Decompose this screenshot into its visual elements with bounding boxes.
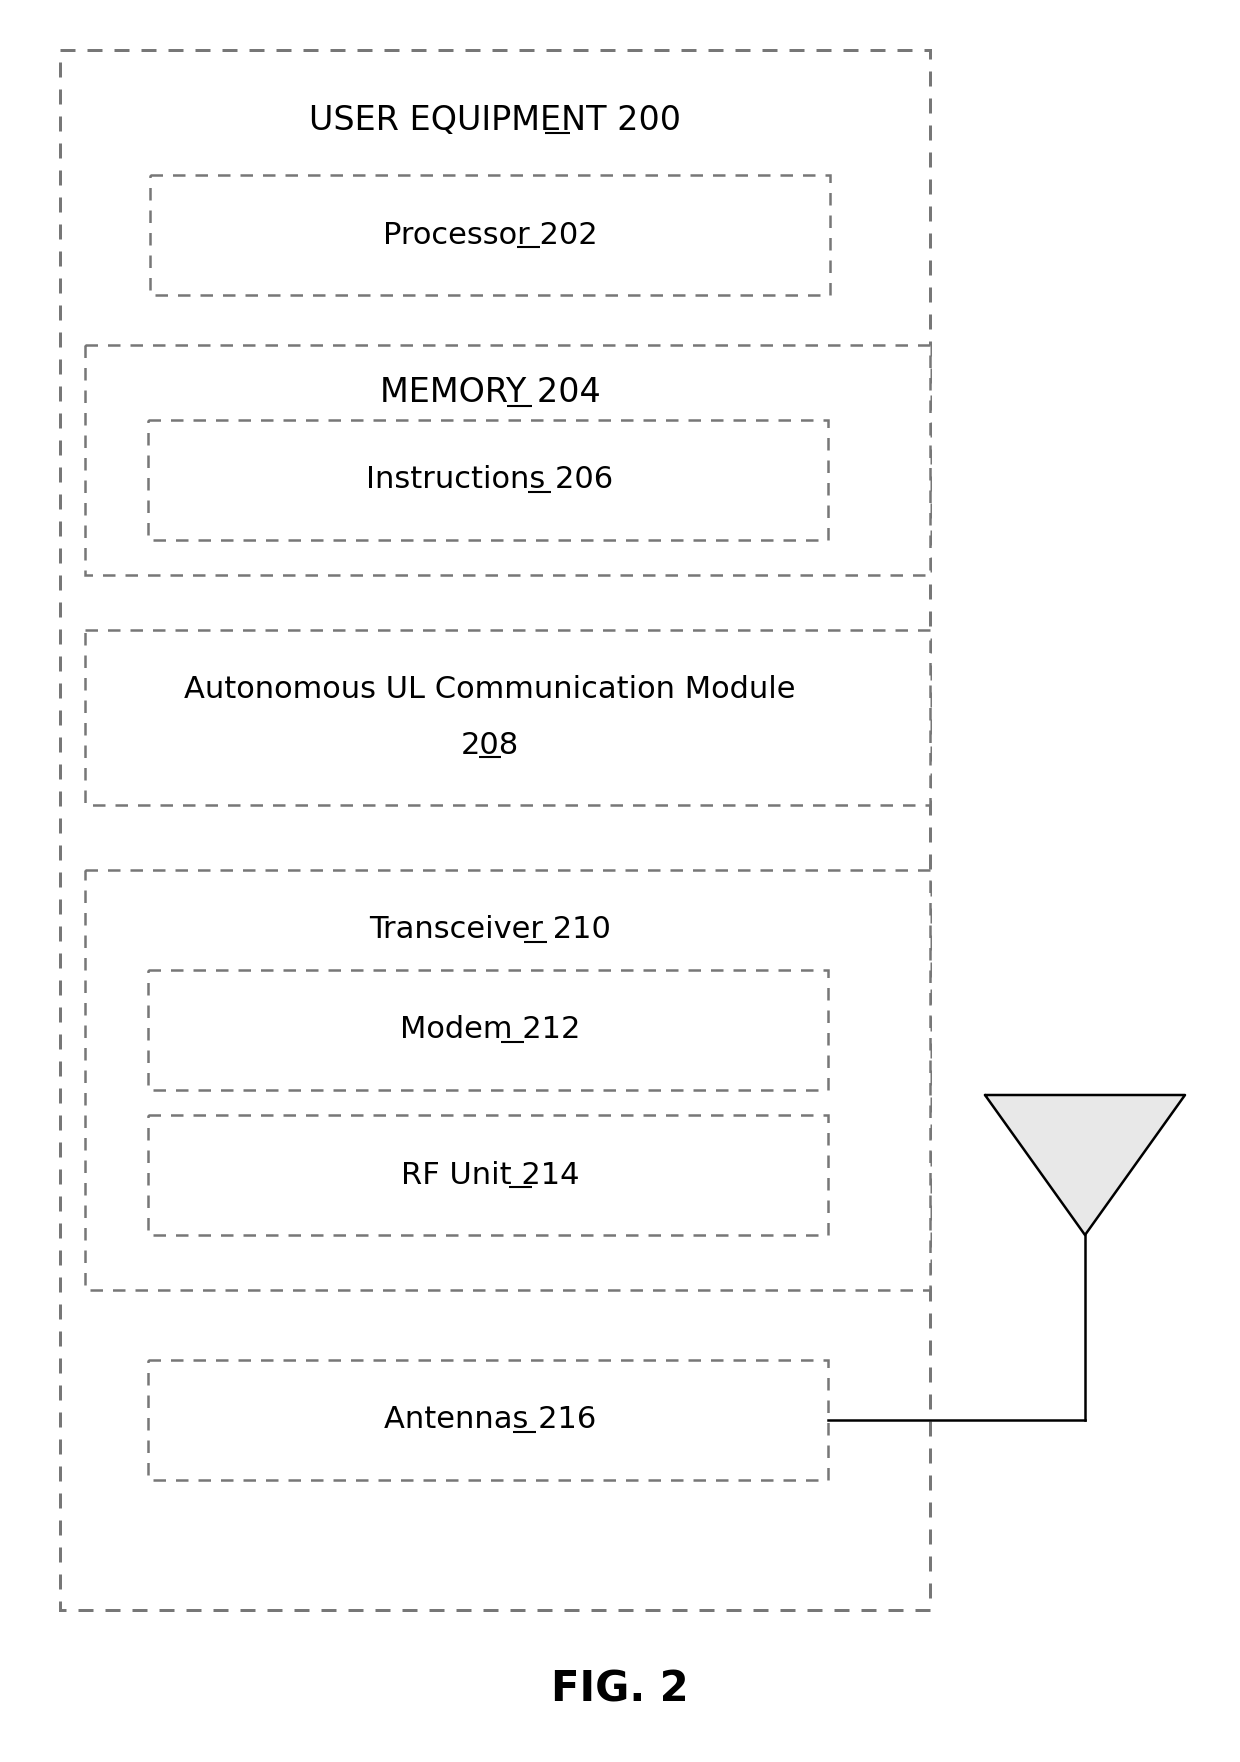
Bar: [148, 1115, 828, 1235]
Bar: [148, 419, 828, 539]
Text: RF Unit 214: RF Unit 214: [401, 1161, 579, 1189]
Bar: [86, 870, 930, 1290]
Text: USER EQUIPMENT 200: USER EQUIPMENT 200: [309, 104, 681, 136]
Bar: [60, 49, 930, 1610]
Polygon shape: [985, 1094, 1185, 1235]
Text: 208: 208: [461, 731, 520, 759]
Text: Instructions 206: Instructions 206: [367, 465, 614, 495]
Text: FIG. 2: FIG. 2: [552, 1669, 688, 1711]
Bar: [148, 971, 828, 1091]
Text: MEMORY 204: MEMORY 204: [379, 377, 600, 409]
Bar: [150, 174, 830, 294]
Text: Processor 202: Processor 202: [383, 220, 598, 250]
Bar: [86, 631, 930, 805]
Text: Autonomous UL Communication Module: Autonomous UL Communication Module: [185, 675, 796, 705]
Text: Transceiver 210: Transceiver 210: [370, 916, 611, 944]
Text: Antennas 216: Antennas 216: [384, 1406, 596, 1434]
Text: Modem 212: Modem 212: [399, 1015, 580, 1045]
Bar: [86, 345, 930, 574]
Bar: [148, 1360, 828, 1480]
